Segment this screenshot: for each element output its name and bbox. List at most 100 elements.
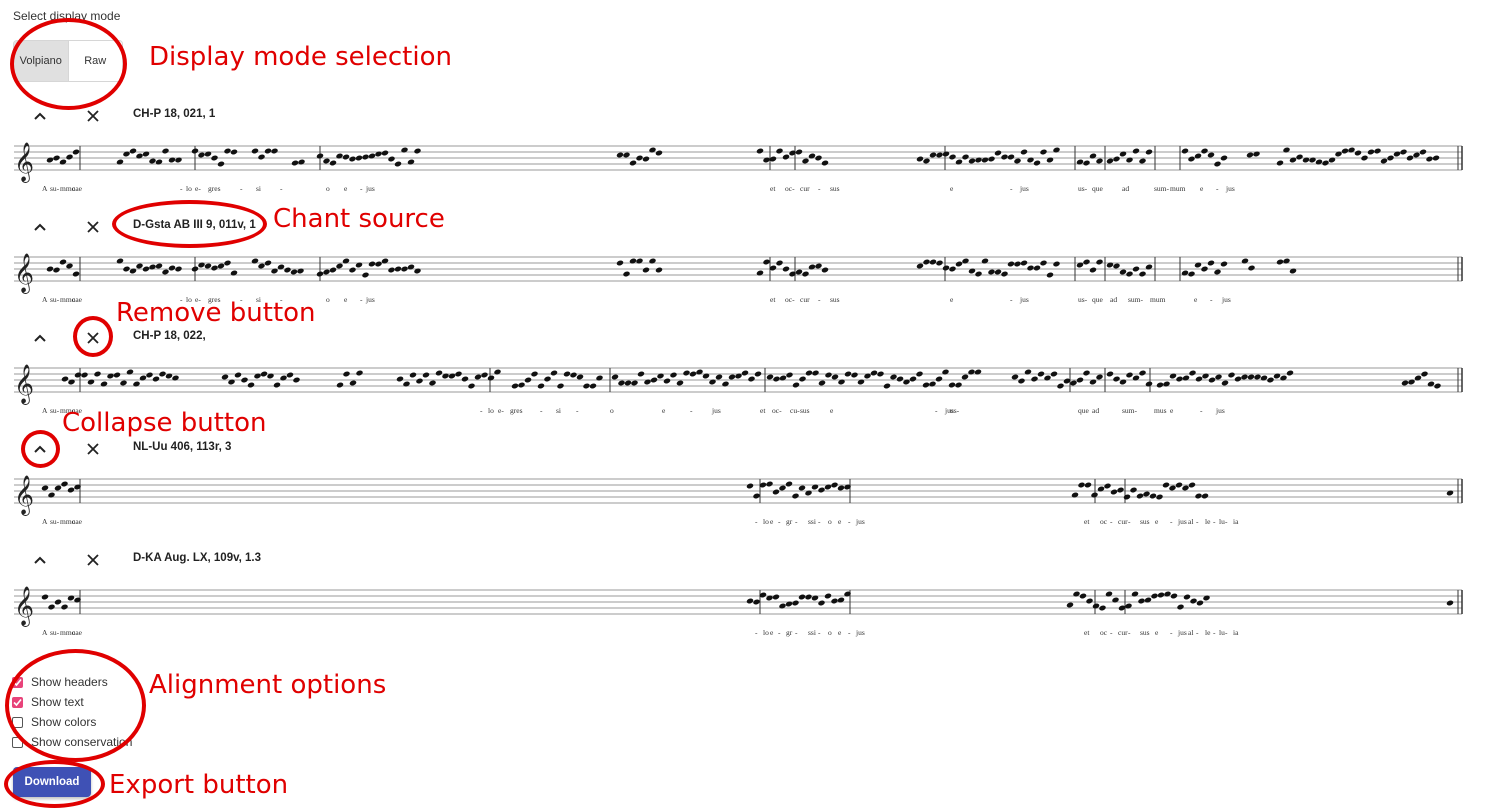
close-icon	[87, 554, 99, 566]
neume	[1106, 262, 1114, 268]
neume	[401, 147, 408, 153]
neume	[909, 376, 917, 382]
neume	[293, 377, 300, 383]
neume	[657, 373, 664, 379]
remove-button[interactable]	[81, 437, 105, 461]
neume	[746, 483, 754, 489]
neume	[1341, 148, 1349, 154]
neume	[735, 373, 742, 379]
syllable: A	[42, 517, 48, 526]
annotation-ring-chant-source	[112, 200, 267, 248]
neume	[655, 150, 663, 156]
neume	[650, 377, 658, 383]
remove-button[interactable]	[81, 104, 105, 128]
neume	[709, 379, 716, 385]
neume	[1241, 258, 1249, 264]
neume	[1079, 593, 1087, 599]
neume	[663, 378, 671, 384]
neume	[442, 373, 449, 379]
neume	[1419, 149, 1427, 155]
callout-export-button: Export button	[109, 770, 289, 800]
collapse-button[interactable]	[28, 326, 52, 350]
neume	[1076, 262, 1084, 268]
neume	[129, 148, 137, 154]
neume	[649, 147, 656, 153]
neume	[297, 268, 304, 274]
neume	[139, 375, 147, 381]
neume	[922, 382, 930, 388]
neume	[1053, 147, 1060, 153]
neume	[142, 266, 150, 272]
neume	[1421, 371, 1428, 377]
neume	[414, 148, 421, 154]
neume	[563, 371, 571, 377]
neume	[316, 153, 324, 159]
syllable: si	[256, 184, 261, 193]
neume	[59, 159, 67, 165]
neume	[1076, 377, 1084, 383]
collapse-button[interactable]	[28, 215, 52, 239]
neume	[825, 372, 832, 378]
syllable: -	[240, 295, 243, 304]
neume	[1126, 271, 1133, 277]
neume	[623, 271, 630, 277]
neume	[1132, 375, 1140, 381]
remove-button[interactable]	[81, 215, 105, 239]
syllable: ssi	[808, 628, 816, 637]
neume	[1136, 493, 1144, 499]
neume	[258, 263, 265, 269]
neume	[277, 264, 285, 270]
neume	[818, 600, 825, 606]
neume	[805, 594, 812, 600]
syllable: -	[818, 184, 821, 193]
syllable: su-	[50, 517, 60, 526]
neume	[388, 267, 395, 273]
neume	[1083, 259, 1090, 265]
neume	[1149, 493, 1157, 499]
neume	[290, 269, 298, 275]
neume	[864, 373, 871, 379]
syllable: -	[1213, 517, 1216, 526]
neume	[1020, 260, 1028, 266]
syllable: e	[770, 628, 774, 637]
neume	[230, 149, 238, 155]
neume	[1260, 375, 1268, 381]
neume	[316, 271, 324, 277]
syllable: e	[838, 517, 842, 526]
syllable: ad	[1092, 406, 1099, 415]
neume	[1139, 158, 1146, 164]
syllable: A	[42, 406, 48, 415]
neume	[342, 258, 350, 264]
neume	[1296, 154, 1303, 160]
collapse-button[interactable]	[28, 548, 52, 572]
treble-clef-icon: 𝄞	[14, 586, 34, 627]
neume	[789, 271, 796, 277]
neume	[769, 156, 777, 162]
collapse-button[interactable]	[28, 104, 52, 128]
remove-button[interactable]	[81, 548, 105, 572]
neume	[1348, 147, 1355, 153]
neume	[789, 150, 796, 156]
display-mode-label: Select display mode	[13, 9, 121, 23]
neume	[702, 373, 710, 379]
neume	[811, 484, 819, 490]
syllable: le	[1205, 517, 1211, 526]
syllable: -	[795, 517, 798, 526]
neume	[1253, 151, 1260, 157]
neume	[113, 372, 121, 378]
syllable: lo	[488, 406, 494, 415]
neume	[1132, 266, 1140, 272]
neume	[264, 148, 272, 154]
neume	[221, 374, 229, 380]
neume	[53, 267, 60, 273]
neume	[974, 369, 982, 375]
neume	[896, 376, 904, 382]
syllable: que	[1092, 184, 1104, 193]
callout-display-mode: Display mode selection	[149, 42, 452, 72]
syllable: e	[1194, 295, 1198, 304]
neume	[1400, 149, 1407, 155]
neume	[136, 263, 143, 269]
neume	[129, 268, 137, 274]
